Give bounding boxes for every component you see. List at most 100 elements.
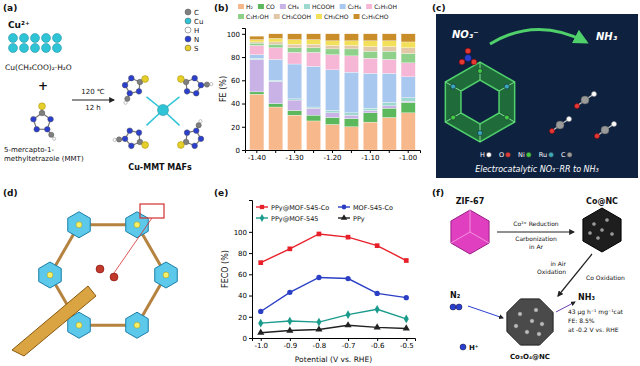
copper-ion xyxy=(9,44,18,53)
nitrate-atom xyxy=(459,59,465,65)
bar-segment xyxy=(401,102,415,112)
x-axis-tick-mark xyxy=(406,338,407,341)
x-axis-tick-label: -1.20 xyxy=(323,154,341,162)
bar-segment xyxy=(325,70,339,111)
step-label: in Air xyxy=(550,260,566,267)
atom xyxy=(198,136,204,142)
copper-ion xyxy=(20,44,29,53)
x-axis-tick: -1.30 xyxy=(286,150,304,162)
metal-site xyxy=(504,84,509,89)
framework-link xyxy=(499,82,515,91)
atom xyxy=(567,117,572,122)
legend-marker xyxy=(486,152,491,157)
bar-segment xyxy=(288,110,302,115)
series-marker xyxy=(317,232,322,237)
series-marker xyxy=(286,326,293,332)
atom xyxy=(177,142,184,149)
series-line xyxy=(261,277,407,311)
step-label: in Ar xyxy=(529,243,543,250)
panel-f: ZIF-67Co²⁺ ReductionCarbonizationin ArCo… xyxy=(450,197,625,361)
bar-segment xyxy=(344,115,358,118)
legend-label: C₂H₅CHO xyxy=(362,13,389,20)
product-label: Co₃O₄@NC xyxy=(510,353,550,361)
probe-tip xyxy=(12,286,96,356)
condition-label: 120 ℃ xyxy=(81,88,105,96)
y-axis-title: FE (%) xyxy=(219,76,228,102)
bar-segment xyxy=(269,80,283,81)
product-label: NH₃ xyxy=(596,31,618,42)
y-axis-tick-label: 80 xyxy=(231,54,240,62)
metal-node xyxy=(47,272,53,278)
y-axis-tick: 40 xyxy=(238,292,252,300)
cluster xyxy=(39,262,62,288)
bar-segment xyxy=(401,34,415,42)
series-marker xyxy=(346,235,351,240)
series-marker xyxy=(287,317,292,326)
series-marker xyxy=(287,290,292,295)
legend-swatch xyxy=(340,4,346,9)
x-axis-tick-label: -0.8 xyxy=(313,342,327,350)
y-axis-tick-label: 100 xyxy=(227,31,240,39)
y-axis-tick-label: 0 xyxy=(243,335,247,343)
legend-swatch xyxy=(366,4,372,9)
atom xyxy=(31,116,37,122)
x-axis: -1.0-0.9-0.8-0.7-0.6-0.5 xyxy=(253,338,416,350)
bar-segment xyxy=(269,34,283,39)
x-axis-title: Potential (V vs. RHE) xyxy=(295,355,372,364)
bar-segment xyxy=(382,106,396,108)
oxide-particle xyxy=(507,299,553,345)
bar-segment xyxy=(288,64,302,99)
x-axis-tick: -0.9 xyxy=(284,338,298,350)
bar-segment xyxy=(288,40,302,45)
metal-node xyxy=(134,222,140,228)
legend-label: O xyxy=(499,151,504,159)
metal-node xyxy=(76,222,82,228)
bar-segment xyxy=(344,34,358,41)
atom xyxy=(581,96,589,104)
legend-marker xyxy=(526,152,531,157)
lines xyxy=(257,232,410,335)
metal-site xyxy=(478,131,483,136)
y-axis-tick: 100 xyxy=(234,229,252,237)
y-axis-tick-mark xyxy=(249,296,252,297)
cluster xyxy=(126,212,149,238)
bar-segment xyxy=(382,41,396,47)
bar-segment xyxy=(288,34,302,40)
atom xyxy=(125,96,130,101)
flow-arrow xyxy=(468,306,503,318)
caption: Electrocatalytic NO₃⁻RR to NH₃ xyxy=(475,165,599,174)
bar-segment xyxy=(306,52,320,66)
bar-segment xyxy=(382,102,396,105)
bar-segment xyxy=(288,52,302,64)
framework-link xyxy=(445,113,461,122)
x-axis-tick: -0.8 xyxy=(313,338,327,350)
intermediate-label: Co@NC xyxy=(586,197,618,206)
bar-segment xyxy=(250,94,264,150)
framework-link xyxy=(445,82,461,91)
zif-crystal xyxy=(451,210,489,254)
series-line xyxy=(261,309,407,323)
legend-label: MOF-545-Co xyxy=(353,204,393,212)
atom xyxy=(184,130,190,136)
series-line xyxy=(261,234,407,263)
atom xyxy=(39,110,45,116)
bar-segment xyxy=(325,117,339,124)
legend-marker xyxy=(549,152,554,157)
series-line xyxy=(261,325,407,332)
molecule-atom xyxy=(450,304,456,310)
metal-node xyxy=(134,322,140,328)
x-axis-tick-label: -1.0 xyxy=(254,342,268,350)
legend-swatch xyxy=(304,4,310,9)
x-axis-tick: -0.6 xyxy=(371,338,385,350)
atom xyxy=(122,136,128,142)
legend-swatch xyxy=(354,14,360,19)
x-axis-tick-mark xyxy=(370,150,371,153)
x-axis-tick xyxy=(389,150,390,153)
legend-swatch xyxy=(238,14,244,19)
legend-label: CH₃COOH xyxy=(282,13,311,20)
bar-segment xyxy=(325,34,339,41)
bar-segment xyxy=(325,41,339,46)
bar-segment xyxy=(288,100,302,110)
bar-segment xyxy=(382,59,396,73)
x-axis-tick-label: -0.5 xyxy=(400,342,414,350)
